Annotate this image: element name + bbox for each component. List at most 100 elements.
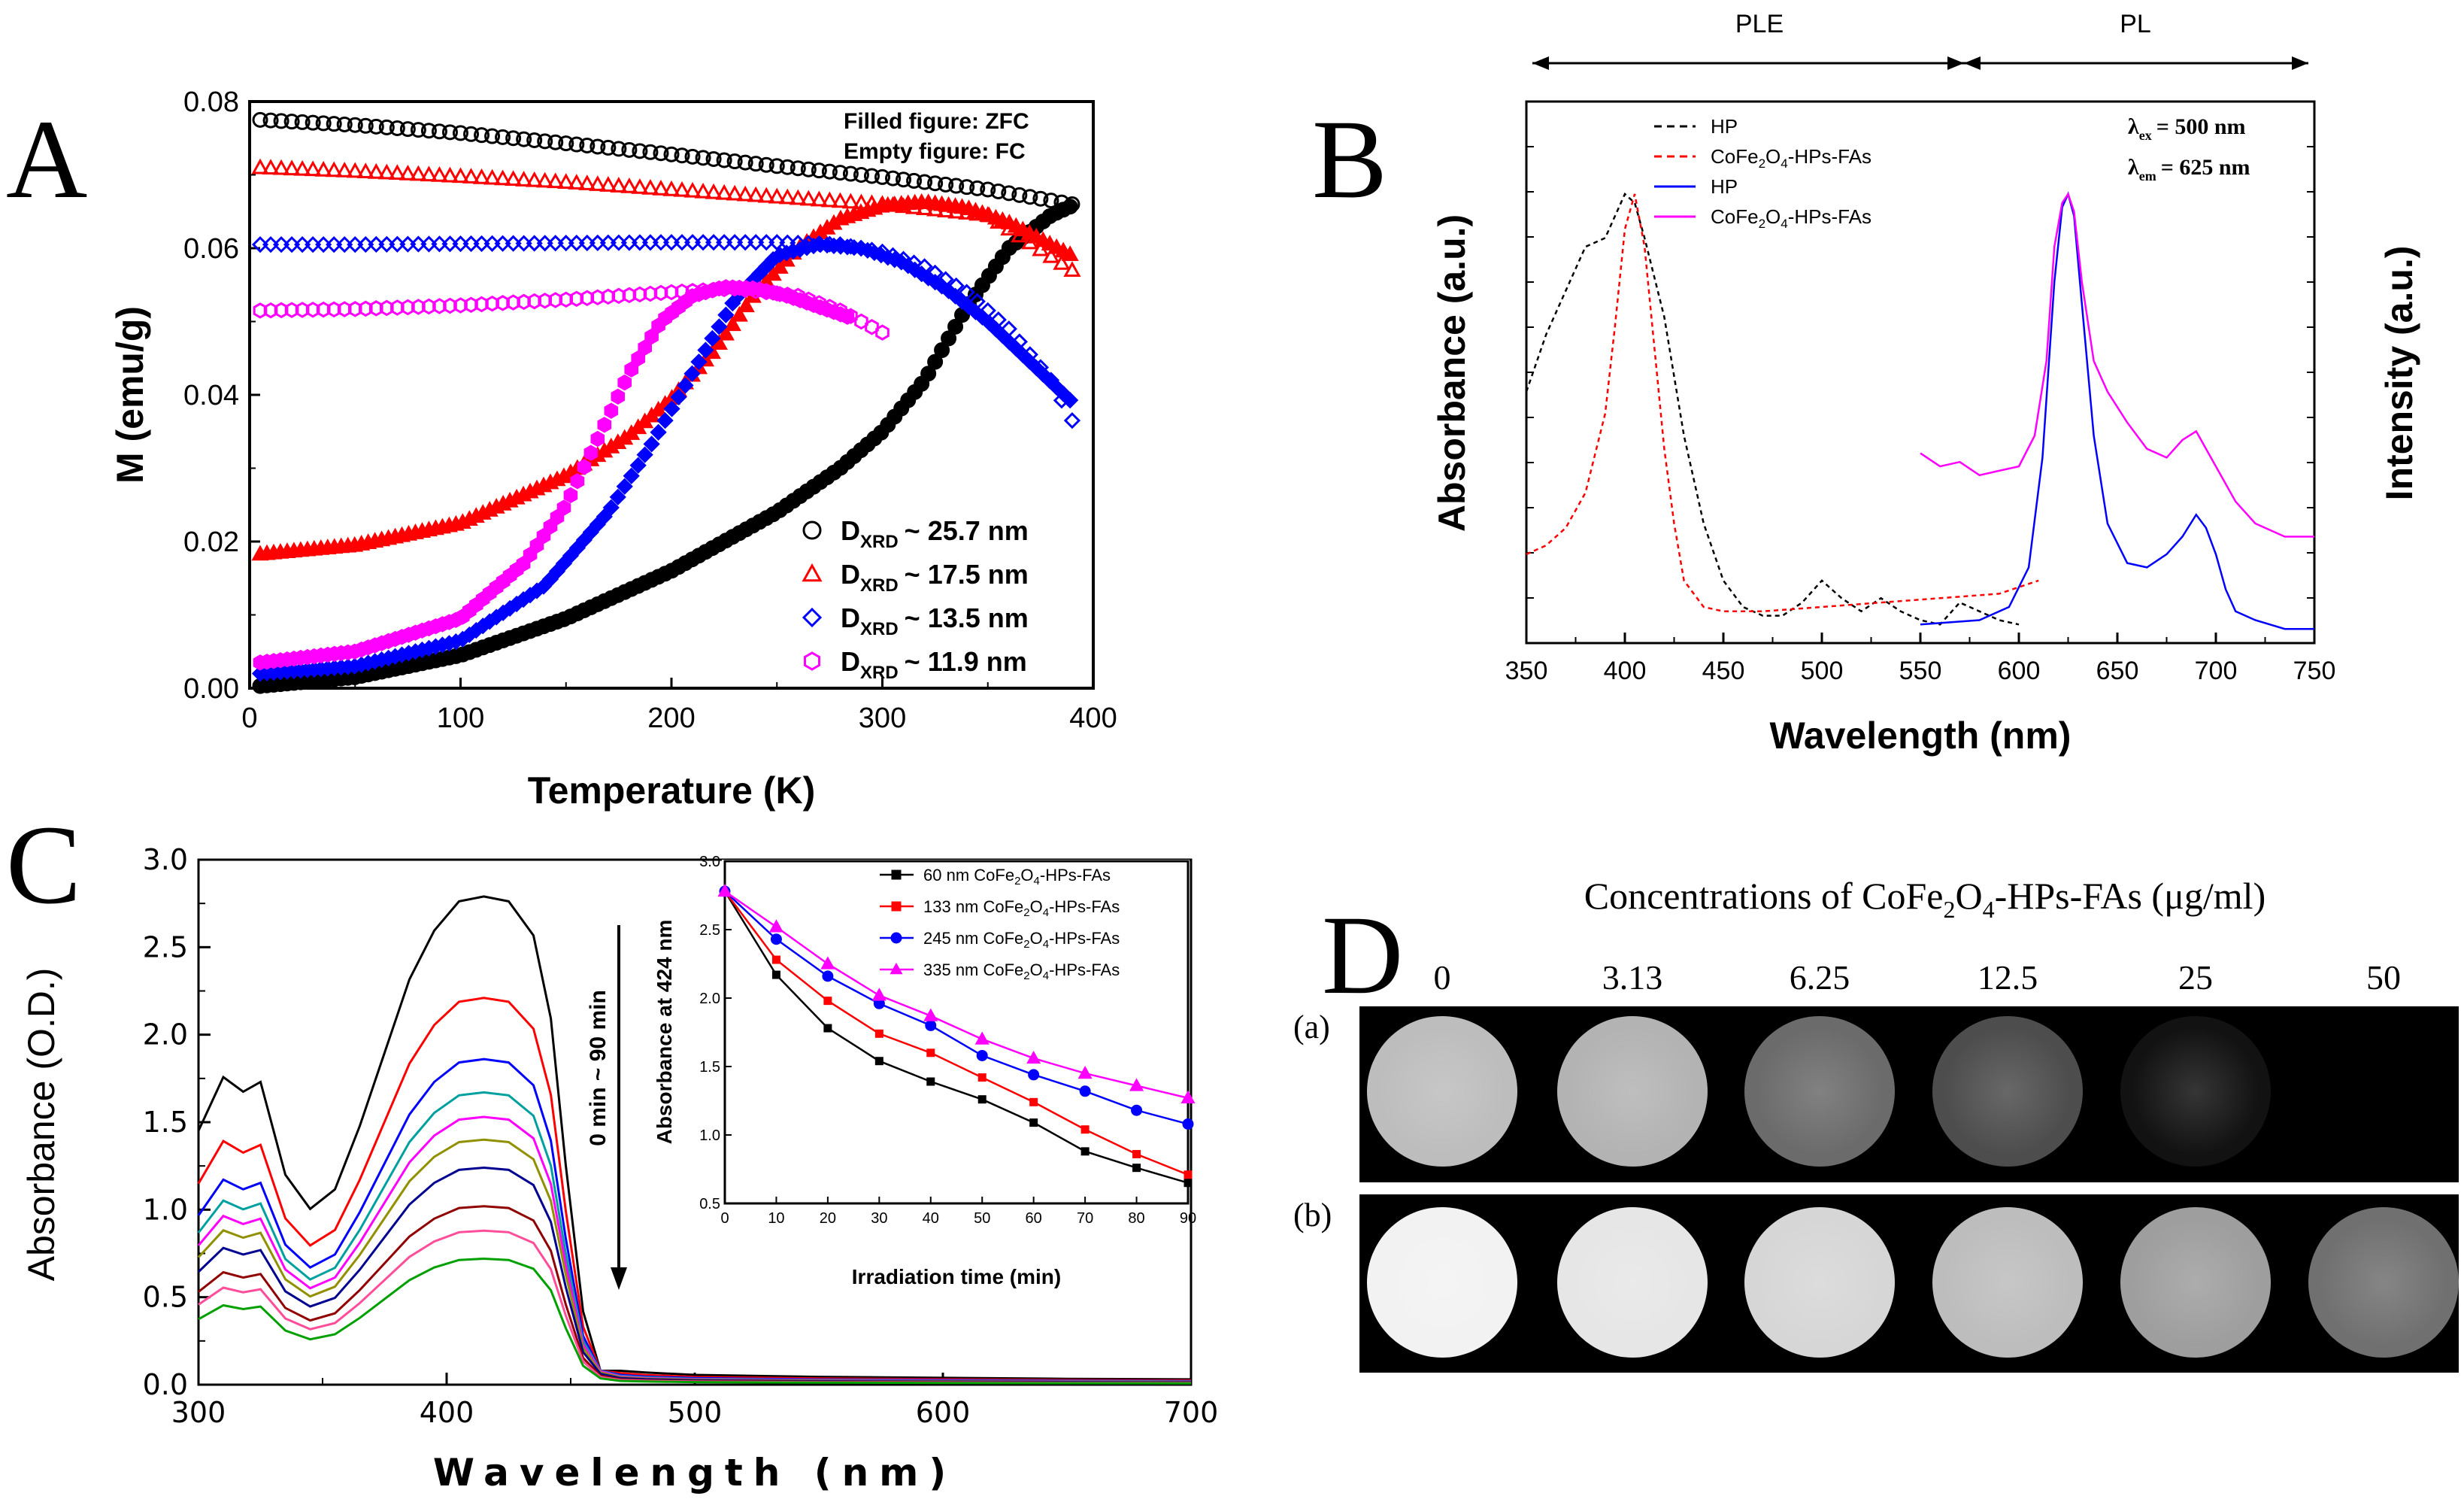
series-17-5-nm-zfc <box>251 193 1079 561</box>
panel-a-y-axis-label: M (emu/g) <box>109 306 151 484</box>
data-point <box>705 150 722 167</box>
pl-arrow-left <box>1964 56 1981 70</box>
data-point <box>643 435 660 453</box>
data-point <box>515 171 533 187</box>
inset-x-tick-label: 70 <box>1077 1210 1093 1227</box>
data-point <box>378 119 395 135</box>
data-point <box>799 190 817 206</box>
inset-legend-entry: 335 nm CoFe2O4-HPs-FAs <box>923 960 1120 982</box>
x-tick-label: 100 <box>437 702 484 734</box>
data-point <box>726 184 744 201</box>
data-point <box>1062 391 1079 409</box>
inset-data-point <box>1028 1069 1040 1081</box>
data-point <box>547 134 564 150</box>
x-tick-label: 600 <box>916 1396 971 1429</box>
inset-data-point <box>771 955 780 964</box>
legend-marker <box>802 520 822 540</box>
inset-background <box>722 860 1190 1204</box>
data-point <box>941 330 957 347</box>
y-tick-label: 0.06 <box>183 233 239 265</box>
data-point <box>583 445 599 461</box>
concentration-label: 25 <box>2178 958 2213 997</box>
data-point <box>495 129 511 145</box>
inset-legend-marker <box>890 932 902 944</box>
data-point <box>599 176 617 192</box>
panel-a-legend: DXRD ~ 25.7 nm DXRD ~ 17.5 nm DXRD ~ 13.5 nm D… <box>802 515 1029 683</box>
data-point <box>578 174 596 190</box>
data-point <box>736 185 754 202</box>
data-point <box>694 182 712 199</box>
legend-marker <box>804 651 820 671</box>
inset-x-tick-label: 90 <box>1180 1210 1196 1227</box>
inset-y-tick-label: 1.5 <box>699 1059 720 1076</box>
row-label-a: (a) <box>1293 1009 1330 1045</box>
data-point <box>367 162 385 179</box>
data-point <box>347 117 363 133</box>
data-point <box>388 164 406 181</box>
panel-a: A 0 100 200 300 400 0.00 0.02 0.04 0.06 0.08 Fill… <box>6 86 1117 812</box>
inset-legend: 60 nm CoFe2O4-HPs-FAs 133 nm CoFe2O4-HPs-… <box>880 866 1120 982</box>
data-point <box>410 122 426 138</box>
data-point <box>938 176 954 193</box>
data-point <box>947 318 964 335</box>
inset-x-axis-label: Irradiation time (min) <box>852 1265 1061 1288</box>
data-point <box>683 181 702 198</box>
inset-data-point <box>923 1008 938 1021</box>
data-point <box>697 341 714 359</box>
inset-data-point <box>822 970 834 982</box>
inset-series <box>717 883 1196 1188</box>
data-point <box>325 161 343 178</box>
x-tick-label: 700 <box>1164 1396 1219 1429</box>
data-point <box>579 138 596 153</box>
legend-entry: HP <box>1711 175 1738 198</box>
data-point <box>441 124 458 141</box>
data-point <box>505 130 522 147</box>
panel-d: D Concentrations of CoFe2O4-HPs-FAs (μg/… <box>1293 875 2459 1373</box>
data-point <box>716 152 732 168</box>
data-point <box>611 388 625 405</box>
data-point <box>959 179 975 196</box>
data-point <box>695 150 711 166</box>
data-point <box>757 187 775 203</box>
data-point <box>863 168 880 184</box>
inset-data-point <box>1131 1104 1143 1116</box>
x-tick-label: 200 <box>647 702 695 734</box>
data-point <box>314 160 332 177</box>
mri-spot-highlight <box>2120 1016 2271 1167</box>
mri-spot-a-4 <box>2120 1016 2271 1167</box>
legend-entry: DXRD ~ 13.5 nm <box>841 602 1029 639</box>
concentration-label: 0 <box>1434 958 1451 997</box>
inset-data-point <box>768 919 783 933</box>
panel-c-series <box>197 895 1192 1385</box>
inset-series-60-nm <box>720 887 1193 1188</box>
mri-spot-highlight <box>1932 1016 2083 1167</box>
data-point <box>653 145 669 162</box>
inset-y-tick-label: 0.5 <box>699 1196 720 1212</box>
data-point <box>389 120 405 136</box>
data-point <box>920 366 937 382</box>
data-point <box>677 377 694 394</box>
inset-data-point <box>770 933 782 945</box>
data-point <box>420 123 437 139</box>
data-point <box>705 183 723 199</box>
inset-data-point <box>925 1019 937 1031</box>
data-point <box>315 115 332 132</box>
x-tick-label: 600 <box>1998 657 2041 685</box>
data-point <box>609 488 626 505</box>
data-point <box>484 128 501 144</box>
data-point <box>597 417 612 433</box>
inset-legend-marker <box>891 869 902 880</box>
data-point <box>621 141 638 158</box>
data-point <box>556 499 571 516</box>
inset-data-point <box>926 1048 935 1057</box>
data-point <box>927 354 944 370</box>
inset-x-tick-label: 60 <box>1026 1210 1042 1227</box>
concentration-label: 3.13 <box>1602 958 1663 997</box>
data-point <box>305 114 321 131</box>
legend-marker <box>802 607 823 628</box>
inset-data-point <box>1184 1179 1193 1188</box>
data-point <box>611 287 626 305</box>
data-point <box>563 487 578 504</box>
